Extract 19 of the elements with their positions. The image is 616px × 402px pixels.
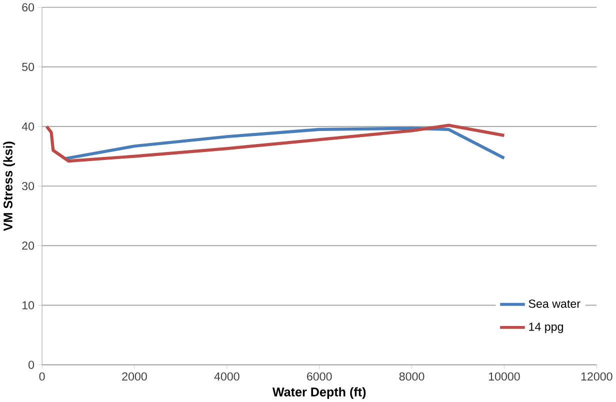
y-tick-label: 0 [28,360,34,369]
x-tick-label: 2000 [122,372,147,380]
y-tick-label: 10 [22,301,34,310]
y-tick-label: 50 [22,62,34,71]
y-tick-label: 20 [22,241,34,250]
y-tick-label: 30 [22,182,34,190]
legend-label: Sea water [528,300,580,308]
y-tick-label: 40 [22,122,34,131]
legend-label: 14 ppg [529,322,563,334]
x-tick-label: 12000 [581,372,612,380]
x-axis-title: Water Depth (ft) [272,387,366,399]
y-tick-label: 60 [22,3,34,12]
x-tick-label: 8000 [399,372,424,380]
x-tick-label: 4000 [214,372,240,380]
x-tick-label: 0 [39,372,45,380]
x-tick-label: 10000 [488,372,520,380]
x-tick-label: 6000 [307,372,332,380]
line-series [64,126,506,160]
y-axis-title: VM Stress (ksi) [3,142,15,231]
